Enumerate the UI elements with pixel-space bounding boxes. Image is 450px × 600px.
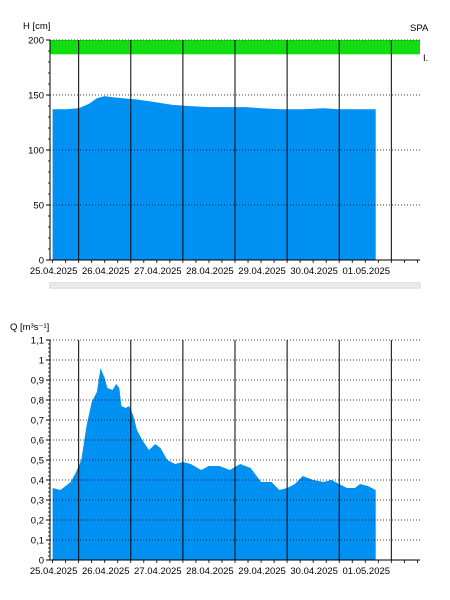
x-tick-label: 01.05.2025: [343, 566, 391, 577]
area-fill: [52, 368, 376, 560]
time-scrollbar[interactable]: [49, 282, 421, 289]
scrollbar-track[interactable]: [49, 282, 421, 289]
x-tick-label: 26.04.2025: [82, 566, 130, 577]
y-tick-label: 0: [39, 256, 44, 267]
q-axis-label: Q [m³s⁻¹]: [10, 322, 49, 333]
y-tick-label: 1: [39, 356, 44, 367]
x-tick-label: 28.04.2025: [186, 266, 234, 277]
discharge-chart: Q [m³s⁻¹] 0 0,1 0,2 0,3 0,4 0,5 0,6 0,7 0,8 0,9 1 1…: [10, 322, 420, 577]
h-axis-label: H [cm]: [23, 21, 50, 32]
x-tick-label: 29.04.2025: [238, 566, 286, 577]
y-tick-label: 50: [33, 201, 44, 212]
x-tick-label: 27.04.2025: [134, 566, 182, 577]
x-tick-label: 30.04.2025: [290, 566, 338, 577]
x-tick-label: 26.04.2025: [82, 266, 130, 277]
station-code: SPA: [410, 23, 429, 34]
y-tick-label: 0,4: [31, 476, 44, 487]
y-tick-label: 0,9: [31, 376, 44, 387]
y-tick-label: 1,1: [31, 336, 44, 347]
y-tick-label: 0,2: [31, 516, 44, 527]
y-tick-label: 0,6: [31, 436, 44, 447]
y-tick-label: 0: [39, 556, 44, 567]
x-tick-label: 27.04.2025: [134, 266, 182, 277]
y-tick-label: 0,1: [31, 536, 44, 547]
y-tick-label: 0,8: [31, 396, 44, 407]
area-fill: [52, 96, 376, 260]
x-tick-label: 30.04.2025: [290, 266, 338, 277]
y-tick-label: 100: [28, 146, 44, 157]
x-tick-label: 01.05.2025: [343, 266, 391, 277]
x-tick-label: 29.04.2025: [238, 266, 286, 277]
y-tick-label: 200: [28, 36, 44, 47]
y-tick-label: 150: [28, 91, 44, 102]
y-tick-label: 0,5: [31, 456, 44, 467]
y-tick-label: 0,7: [31, 416, 44, 427]
y-tick-label: 0,3: [31, 496, 44, 507]
x-tick-label: 25.04.2025: [30, 266, 78, 277]
x-tick-label: 25.04.2025: [30, 566, 78, 577]
x-tick-label: 28.04.2025: [186, 566, 234, 577]
alert-band-label: I.: [423, 53, 428, 64]
water-level-chart: H [cm] SPA I. 0 50 100 150 200 25.04.2025 26.0…: [23, 21, 429, 277]
